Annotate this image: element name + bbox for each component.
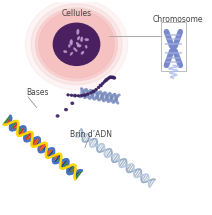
Ellipse shape	[87, 93, 89, 95]
Ellipse shape	[31, 4, 122, 85]
Ellipse shape	[74, 94, 76, 97]
Ellipse shape	[71, 102, 74, 104]
Text: Cellules: Cellules	[61, 9, 92, 17]
Ellipse shape	[78, 37, 80, 40]
Ellipse shape	[113, 77, 116, 79]
Ellipse shape	[85, 39, 88, 40]
Ellipse shape	[77, 95, 80, 97]
Ellipse shape	[69, 45, 70, 47]
Ellipse shape	[65, 109, 67, 111]
Ellipse shape	[53, 23, 100, 65]
Ellipse shape	[112, 76, 114, 78]
Ellipse shape	[90, 92, 92, 94]
FancyBboxPatch shape	[161, 22, 186, 71]
Ellipse shape	[81, 52, 84, 54]
Ellipse shape	[107, 78, 109, 80]
Ellipse shape	[98, 87, 100, 88]
Ellipse shape	[108, 77, 110, 79]
Ellipse shape	[81, 95, 83, 97]
Ellipse shape	[104, 81, 106, 83]
Ellipse shape	[64, 51, 67, 52]
Ellipse shape	[102, 83, 104, 84]
Text: Chromosome: Chromosome	[152, 15, 203, 24]
Ellipse shape	[56, 115, 59, 117]
Ellipse shape	[84, 94, 86, 96]
Ellipse shape	[67, 94, 69, 96]
Ellipse shape	[109, 76, 112, 78]
Ellipse shape	[71, 41, 72, 45]
Ellipse shape	[39, 11, 114, 78]
Ellipse shape	[25, 0, 128, 90]
Ellipse shape	[71, 94, 73, 96]
Ellipse shape	[95, 89, 97, 90]
Ellipse shape	[70, 40, 72, 43]
Ellipse shape	[74, 48, 77, 51]
Ellipse shape	[110, 76, 113, 78]
Ellipse shape	[112, 76, 115, 79]
Ellipse shape	[105, 79, 108, 81]
Text: Bases: Bases	[26, 88, 49, 97]
Ellipse shape	[78, 45, 81, 47]
Ellipse shape	[77, 30, 79, 34]
Text: Brin d’ADN: Brin d’ADN	[70, 130, 112, 139]
Ellipse shape	[36, 8, 117, 81]
Ellipse shape	[99, 84, 102, 87]
Ellipse shape	[92, 90, 95, 92]
Ellipse shape	[81, 37, 82, 41]
Ellipse shape	[86, 46, 87, 48]
Ellipse shape	[70, 52, 73, 55]
Ellipse shape	[77, 43, 79, 46]
